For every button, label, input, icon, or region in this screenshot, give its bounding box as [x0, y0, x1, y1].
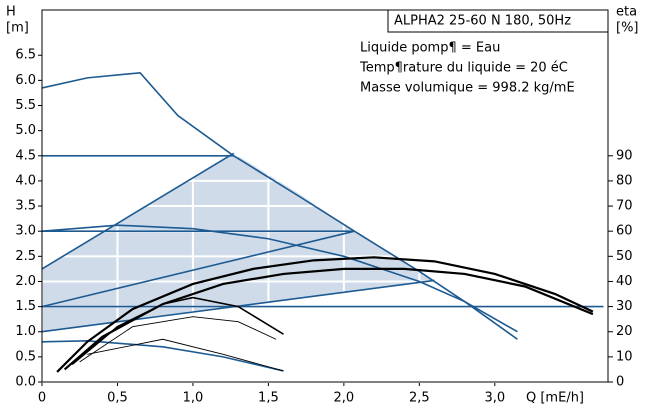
y-tick-label: 4.0: [15, 173, 36, 188]
y2-tick-label: 70: [616, 199, 633, 214]
y-tick-label: 1.0: [15, 324, 36, 339]
x-tick-label: 2,5: [409, 391, 430, 406]
y-tick-label: 3.0: [15, 224, 36, 239]
y-tick-label: 5.5: [15, 98, 36, 113]
x-tick-label: 0: [38, 391, 46, 406]
curve: [41, 152, 235, 270]
annotation: Masse volumique = 998.2 kg/mE: [360, 81, 575, 96]
x-axis-label: Q [mE/h]: [526, 391, 584, 406]
y2-axis-label: eta: [616, 5, 637, 20]
y-tick-label: 0.5: [15, 349, 36, 364]
plot-frame: [41, 9, 609, 383]
x-tick-label: 1,5: [258, 391, 279, 406]
x-tick-label: 0,5: [107, 391, 128, 406]
y2-tick-label: 60: [616, 224, 633, 239]
x-tick-label: 2,0: [334, 391, 355, 406]
y2-tick-label: 0: [616, 375, 624, 390]
y-tick-label: 3.5: [15, 199, 36, 214]
y2-tick-label: 20: [616, 324, 633, 339]
curve: [87, 338, 284, 372]
title-box: [387, 9, 609, 33]
y-tick-label: 4.5: [15, 148, 36, 163]
y2-tick-label: 40: [616, 274, 633, 289]
y2-tick-label: 30: [616, 299, 633, 314]
operating-area: [42, 153, 435, 332]
y2-tick-label: 80: [616, 173, 633, 188]
y-tick-label: 1.5: [15, 299, 36, 314]
y-tick-label: 6.5: [15, 48, 36, 63]
y-tick-label: 2.5: [15, 249, 36, 264]
curve: [41, 72, 518, 340]
curve: [79, 316, 277, 363]
curve: [71, 296, 284, 366]
annotation: Liquide pomp¶ = Eau: [360, 41, 500, 56]
annotation: Temp¶rature du liquide = 20 éC: [359, 61, 568, 76]
curve: [56, 256, 594, 373]
curve: [41, 224, 518, 333]
curve: [63, 267, 594, 371]
y-tick-label: 6.0: [15, 73, 36, 88]
chart-title: ALPHA2 25-60 N 180, 50Hz: [394, 14, 571, 29]
y-tick-label: 5.0: [15, 123, 36, 138]
y-axis-unit: [m]: [6, 21, 29, 36]
y2-tick-label: 90: [616, 148, 633, 163]
y2-tick-label: 10: [616, 349, 633, 364]
y-tick-label: 0.0: [15, 375, 36, 390]
y-axis-label: H: [6, 5, 16, 20]
y2-tick-label: 50: [616, 249, 633, 264]
curve: [41, 230, 355, 308]
x-tick-label: 3,0: [484, 391, 505, 406]
curve: [41, 339, 284, 372]
x-tick-label: 1,0: [183, 391, 204, 406]
y-tick-label: 2.0: [15, 274, 36, 289]
y2-axis-unit: [%]: [616, 21, 639, 36]
